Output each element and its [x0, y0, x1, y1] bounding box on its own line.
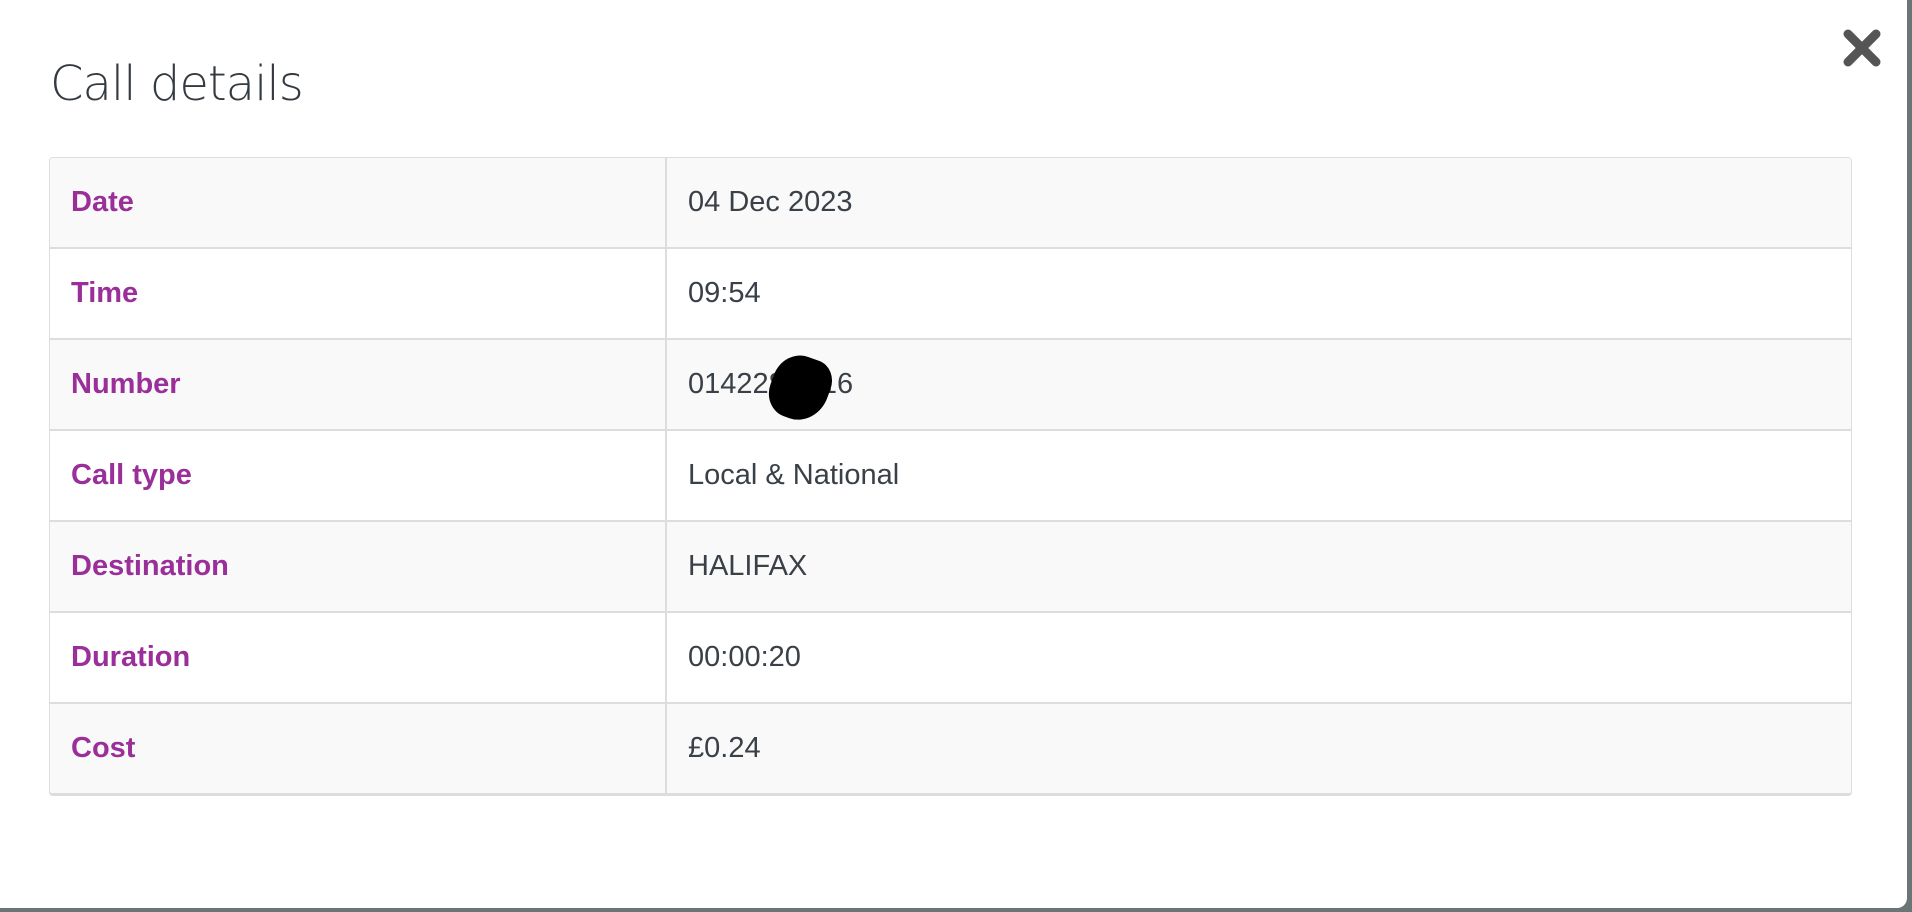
- row-value: 014228616: [667, 340, 853, 429]
- call-details-table: Date 04 Dec 2023 Time 09:54 Number 01422…: [49, 157, 1852, 796]
- row-value: 00:00:20: [688, 641, 801, 673]
- table-row-date: Date 04 Dec 2023: [50, 158, 1851, 247]
- row-label: Cost: [50, 704, 667, 793]
- row-label: Number: [50, 340, 667, 429]
- row-label: Destination: [50, 522, 667, 611]
- close-button[interactable]: [1840, 26, 1884, 70]
- row-label: Date: [50, 158, 667, 247]
- table-row-duration: Duration 00:00:20: [50, 611, 1851, 702]
- row-value: 04 Dec 2023: [688, 186, 853, 218]
- table-row-destination: Destination HALIFAX: [50, 520, 1851, 611]
- row-label: Call type: [50, 431, 667, 520]
- row-value: 09:54: [688, 277, 761, 309]
- row-label: Time: [50, 249, 667, 338]
- row-value: £0.24: [688, 732, 761, 764]
- row-value: Local & National: [688, 459, 900, 491]
- row-label: Duration: [50, 613, 667, 702]
- table-row-cost: Cost £0.24: [50, 702, 1851, 793]
- modal-title: Call details: [50, 56, 304, 112]
- table-row-time: Time 09:54: [50, 247, 1851, 338]
- row-value: HALIFAX: [688, 550, 808, 582]
- redaction-mark: [761, 347, 838, 428]
- close-x-icon: [1843, 29, 1881, 67]
- table-row-number: Number 014228616: [50, 338, 1851, 429]
- table-row-call-type: Call type Local & National: [50, 429, 1851, 520]
